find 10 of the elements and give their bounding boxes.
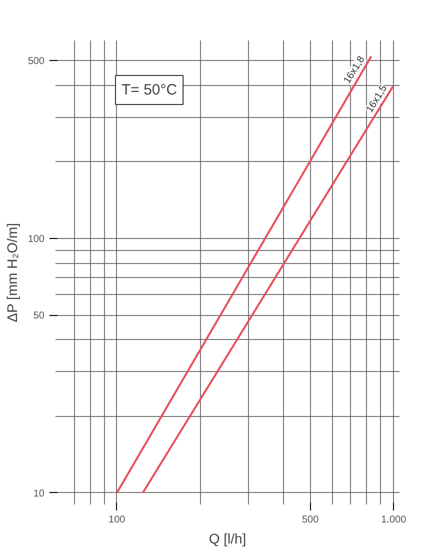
annotation: T= 50°C xyxy=(122,82,178,98)
y-tick-label: 100 xyxy=(28,234,45,245)
x-axis-title: Q [l/h] xyxy=(208,530,246,546)
y-tick-label: 500 xyxy=(28,56,45,68)
x-tick-label: 1.000 xyxy=(381,514,407,526)
x-tick-label: 500 xyxy=(302,514,320,526)
x-tick-label: 100 xyxy=(108,514,126,526)
y-tick-label: 10 xyxy=(33,488,45,500)
y-tick-label: 50 xyxy=(33,310,45,322)
y-axis-title: ΔP [mm H₂O/m] xyxy=(4,222,20,322)
